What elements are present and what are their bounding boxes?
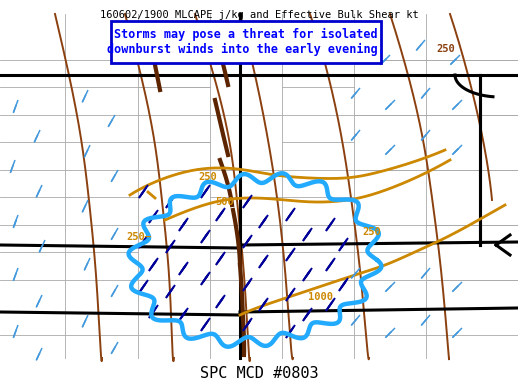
Text: SPC MCD #0803: SPC MCD #0803 [199,367,319,381]
Text: 250: 250 [362,227,381,237]
Text: Storms may pose a threat for isolated
downburst winds into the early evening.: Storms may pose a threat for isolated do… [107,28,385,56]
Text: 250–: 250– [126,232,151,242]
Text: 160602/1900 MLCAPE j/kg and Effective Bulk Shear kt: 160602/1900 MLCAPE j/kg and Effective Bu… [99,10,419,20]
Text: 250: 250 [198,172,217,182]
Text: 250: 250 [436,44,455,54]
Text: 1000: 1000 [308,292,333,302]
Text: 500: 500 [215,197,234,207]
Bar [0,14,518,358]
FancyBboxPatch shape [111,21,381,63]
